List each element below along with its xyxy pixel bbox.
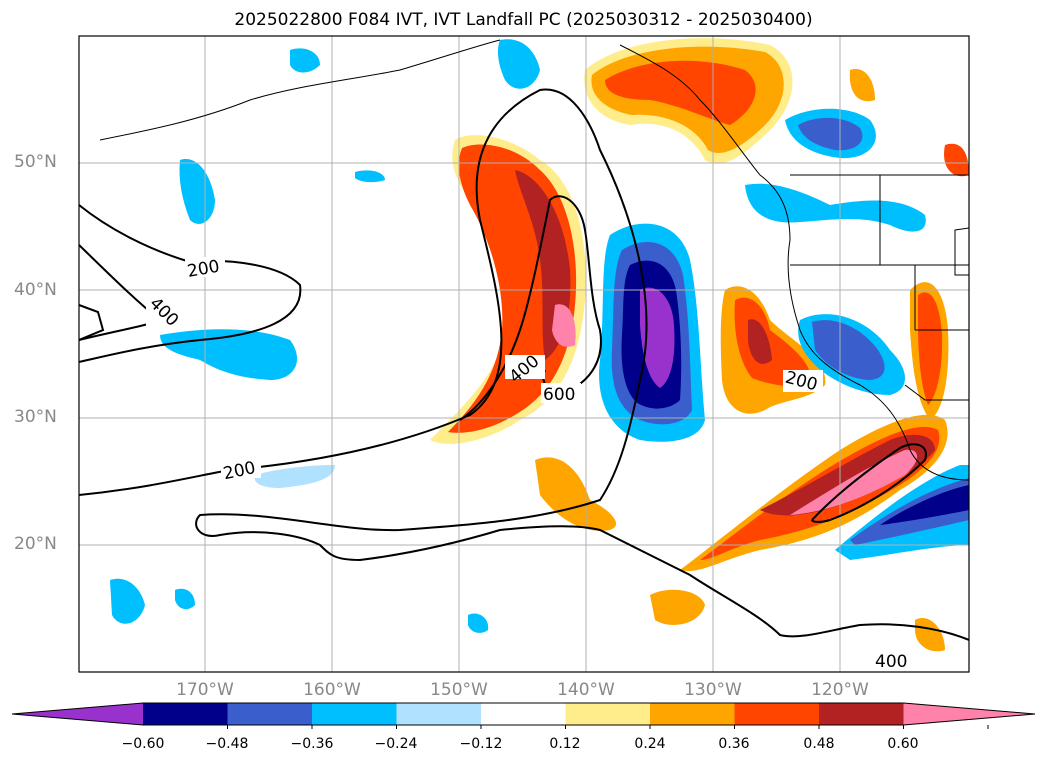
colorbar-segment (481, 703, 566, 725)
colorbar-segment (650, 703, 735, 725)
lon-label: 140°W (557, 680, 615, 700)
colorbar-extend-high (903, 703, 1035, 725)
lon-label: 120°W (811, 680, 869, 700)
colorbar-tick-label: −0.12 (459, 736, 503, 752)
lon-label: 130°W (684, 680, 742, 700)
colorbar-segment (819, 703, 904, 725)
colorbar-segment (312, 703, 397, 725)
lat-label: 30°N (14, 407, 57, 427)
ivt-contours (79, 88, 969, 641)
colorbar-tick-label: −0.60 (121, 736, 165, 752)
colorbar-tick-label: −0.36 (290, 736, 334, 752)
map-frame (78, 35, 970, 673)
lon-label: 160°W (303, 680, 361, 700)
colorbar-segment (143, 703, 228, 725)
lat-label: 40°N (14, 280, 57, 300)
lat-label: 20°N (14, 534, 57, 554)
colorbar-tick-label: 0.36 (718, 736, 750, 752)
graticule (79, 36, 969, 672)
colorbar (11, 702, 1036, 729)
colorbar-tick-label: 0.48 (803, 736, 835, 752)
lon-label: 170°W (176, 680, 234, 700)
colorbar-outline (11, 702, 1036, 726)
colorbar-segment (396, 703, 482, 725)
lon-label: 150°W (430, 680, 488, 700)
colorbar-tick-label: 0.12 (549, 736, 581, 752)
colorbar-extend-low (12, 703, 143, 725)
colorbar-segment (734, 703, 820, 725)
shaded-negative-regions (110, 39, 969, 633)
lat-label: 50°N (14, 152, 57, 172)
colorbar-tick-label: −0.24 (374, 736, 418, 752)
colorbar-tick-label: −0.48 (205, 736, 249, 752)
colorbar-tick-label: 0.24 (634, 736, 666, 752)
contour-label: 600 (543, 385, 575, 405)
colorbar-tick-label: 0.60 (887, 736, 919, 752)
colorbar-segment (565, 703, 651, 725)
map-title: 2025022800 F084 IVT, IVT Landfall PC (20… (234, 10, 813, 30)
colorbar-segment (227, 703, 313, 725)
contour-label: 400 (875, 652, 907, 672)
coastlines (99, 39, 969, 481)
